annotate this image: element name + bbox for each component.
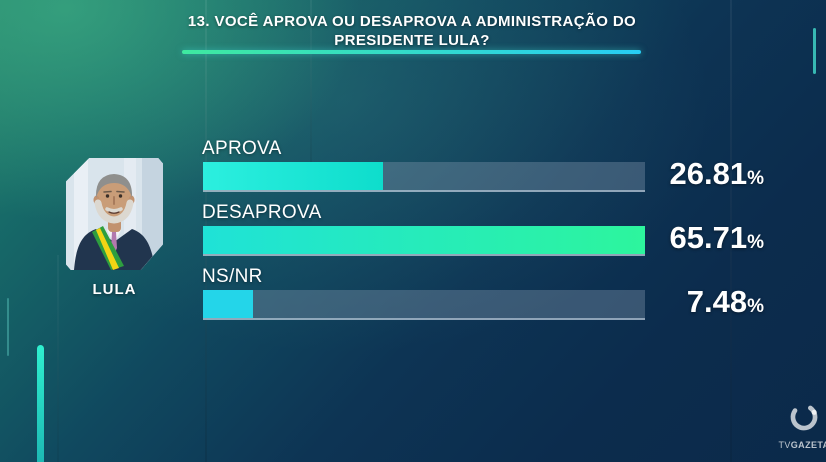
bar-track-desaprova bbox=[203, 226, 645, 256]
bar-value-desaprova: 65.71% bbox=[634, 220, 764, 262]
tv-gazeta-logo: TVGAZETA bbox=[778, 400, 826, 450]
bar-label-aprova: APROVA bbox=[202, 138, 282, 159]
subject-name-label: LULA bbox=[92, 281, 137, 298]
bar-value-aprova: 26.81% bbox=[634, 156, 764, 198]
background-seam bbox=[57, 255, 59, 462]
lula-portrait bbox=[66, 158, 163, 270]
question-title: 13. VOCÊ APROVA OU DESAPROVA A ADMINISTR… bbox=[180, 12, 644, 50]
title-underline-accent bbox=[182, 50, 641, 54]
bottom-left-accent-line bbox=[37, 345, 44, 462]
bar-label-nsnr: NS/NR bbox=[202, 266, 263, 287]
left-dim-accent-line bbox=[7, 298, 9, 356]
background-seam bbox=[310, 0, 312, 170]
brand-gazeta: GAZETA bbox=[790, 440, 826, 450]
question-title-line2: PRESIDENTE LULA? bbox=[334, 32, 490, 49]
right-edge-accent-line bbox=[813, 28, 816, 74]
percent-sign: % bbox=[747, 296, 764, 317]
question-title-line1: 13. VOCÊ APROVA OU DESAPROVA A ADMINISTR… bbox=[187, 13, 637, 30]
percent-sign: % bbox=[747, 232, 764, 253]
bar-label-desaprova: DESAPROVA bbox=[202, 202, 322, 223]
bar-value-number: 26.81 bbox=[669, 156, 748, 191]
brand-tv: TV bbox=[778, 440, 791, 450]
lula-portrait-illustration bbox=[66, 158, 163, 270]
bar-track-nsnr bbox=[203, 290, 645, 320]
percent-sign: % bbox=[747, 168, 764, 189]
tv-gazeta-wordmark: TVGAZETA bbox=[778, 440, 826, 450]
background-seam bbox=[730, 0, 732, 462]
bar-track-aprova bbox=[203, 162, 645, 192]
bar-fill-desaprova bbox=[203, 226, 645, 254]
tv-gazeta-ring-icon bbox=[790, 403, 818, 431]
bar-fill-nsnr bbox=[203, 290, 254, 318]
bar-value-number: 65.71 bbox=[669, 220, 748, 255]
bar-fill-aprova bbox=[203, 162, 384, 190]
bar-value-number: 7.48 bbox=[686, 284, 748, 319]
bar-value-nsnr: 7.48% bbox=[634, 284, 764, 326]
